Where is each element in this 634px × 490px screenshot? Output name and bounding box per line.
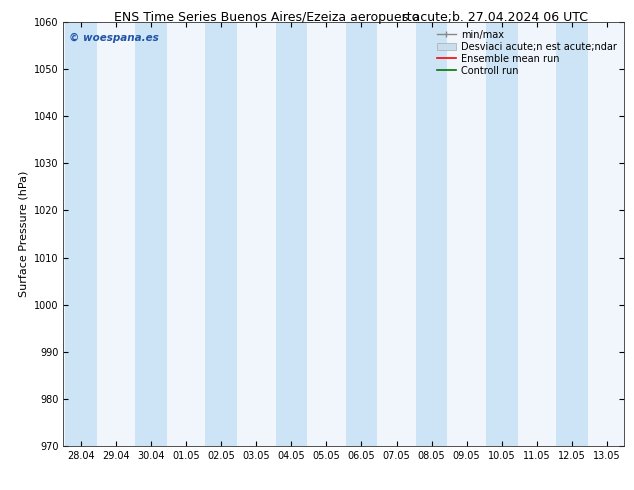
Bar [556, 22, 588, 446]
Text: s acute;b. 27.04.2024 06 UTC: s acute;b. 27.04.2024 06 UTC [401, 11, 588, 24]
Bar [346, 22, 377, 446]
Bar [135, 22, 167, 446]
Bar [65, 22, 97, 446]
Text: © woespana.es: © woespana.es [69, 33, 158, 43]
Legend: min/max, Desviaci acute;n est acute;ndar, Ensemble mean run, Controll run: min/max, Desviaci acute;n est acute;ndar… [434, 27, 619, 78]
Bar [416, 22, 448, 446]
Y-axis label: Surface Pressure (hPa): Surface Pressure (hPa) [18, 171, 29, 297]
Bar [276, 22, 307, 446]
Bar [486, 22, 517, 446]
Bar [205, 22, 237, 446]
Text: ENS Time Series Buenos Aires/Ezeiza aeropuerto: ENS Time Series Buenos Aires/Ezeiza aero… [113, 11, 419, 24]
